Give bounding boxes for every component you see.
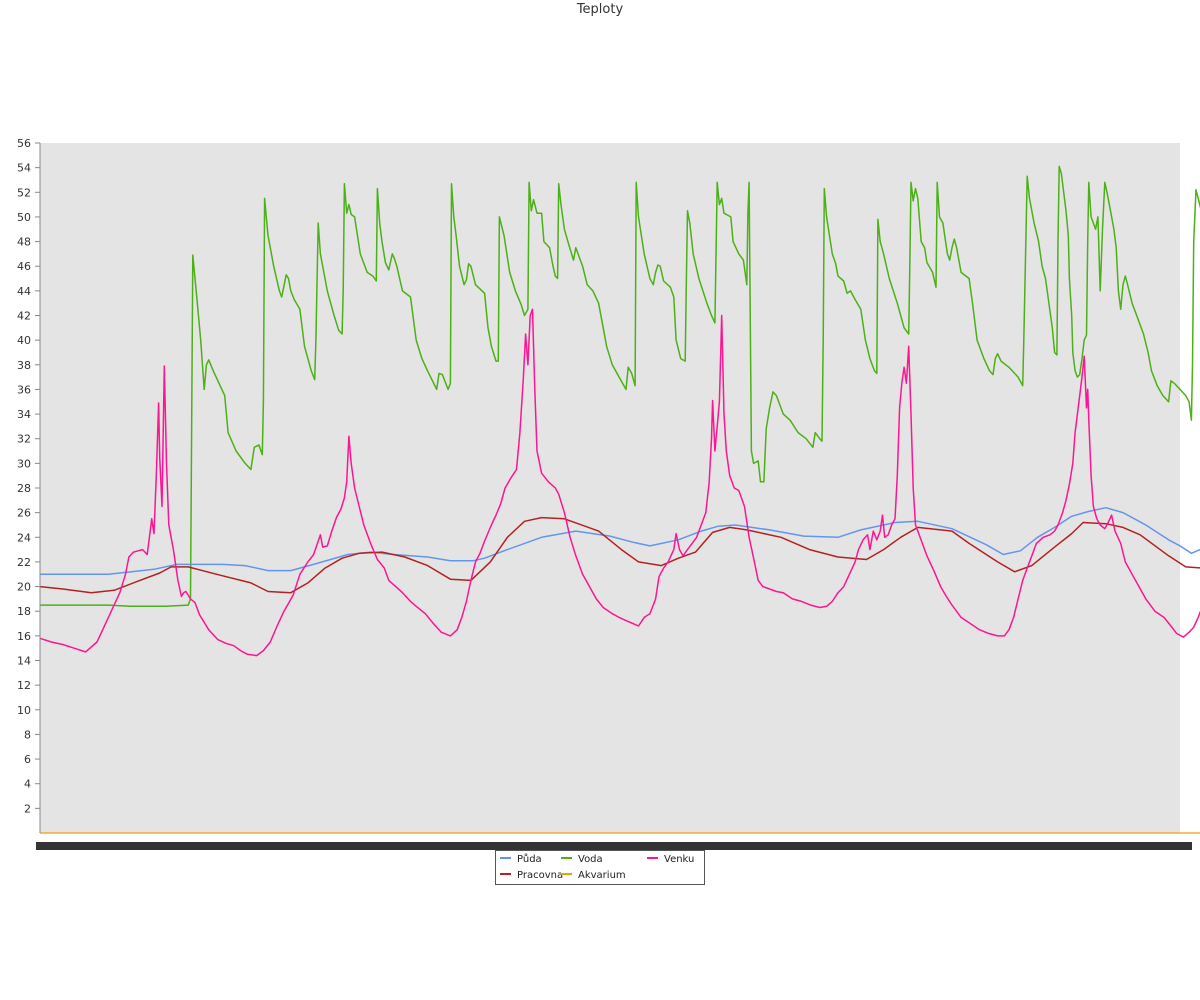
series-line-venku (39, 308, 1200, 657)
legend-item: Venku (647, 853, 694, 867)
y-tick-label: 14 (17, 655, 31, 668)
legend-item: Pracovna (500, 869, 563, 883)
y-tick-label: 12 (17, 679, 31, 692)
series-line-p-da (40, 506, 1200, 576)
series-line-pracovna (39, 516, 1200, 594)
y-tick-label: 6 (24, 753, 31, 766)
y-tick-label: 42 (17, 310, 31, 323)
y-tick-label: 36 (17, 383, 31, 396)
legend-swatch (561, 857, 572, 859)
y-tick-label: 50 (17, 211, 31, 224)
y-tick-label: 2 (24, 802, 31, 815)
legend-label: Voda (578, 854, 603, 865)
legend: Půda Pracovna Voda Akvarium Venku (495, 850, 705, 885)
y-tick-label: 40 (17, 334, 31, 347)
y-tick-label: 52 (17, 186, 31, 199)
y-tick-label: 10 (17, 704, 31, 717)
legend-label: Pracovna (517, 870, 564, 881)
y-tick-label: 16 (17, 630, 31, 643)
y-tick-label: 48 (17, 236, 31, 249)
legend-label: Venku (664, 854, 695, 865)
y-tick-label: 18 (17, 605, 31, 618)
y-tick-label: 24 (17, 531, 31, 544)
y-tick-label: 34 (17, 408, 31, 421)
y-tick-label: 28 (17, 482, 31, 495)
y-tick-label: 22 (17, 556, 31, 569)
y-tick-label: 26 (17, 507, 31, 520)
legend-swatch (500, 857, 511, 859)
legend-item: Půda (500, 853, 542, 867)
legend-item: Akvarium (561, 869, 626, 883)
x-axis-label-band (36, 842, 1192, 850)
y-tick-label: 56 (17, 137, 31, 150)
y-tick-label: 38 (17, 359, 31, 372)
y-tick-label: 44 (17, 285, 31, 298)
legend-swatch (500, 873, 511, 875)
y-tick-label: 54 (17, 162, 31, 175)
legend-label: Akvarium (578, 870, 626, 881)
y-tick-label: 46 (17, 260, 31, 273)
series-lines (39, 165, 1200, 834)
plot-area (40, 143, 1180, 833)
y-tick-label: 4 (24, 778, 31, 791)
legend-label: Půda (517, 854, 542, 865)
y-axis: 2468101214161820222426283032343638404244… (17, 137, 40, 815)
legend-swatch (561, 873, 572, 875)
y-tick-label: 20 (17, 581, 31, 594)
chart-title: Teploty (576, 2, 624, 17)
y-tick-label: 8 (24, 728, 31, 741)
legend-item: Voda (561, 853, 603, 867)
series-line-voda (40, 165, 1200, 608)
legend-swatch (647, 857, 658, 859)
y-tick-label: 30 (17, 457, 31, 470)
y-tick-label: 32 (17, 433, 31, 446)
